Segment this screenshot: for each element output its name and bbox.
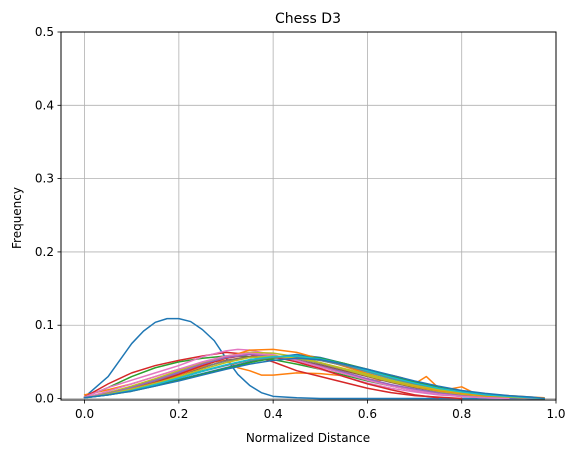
x-tick-label: 0.4	[264, 407, 283, 421]
y-axis-ticks: 0.0 0.1 0.2 0.3 0.4 0.5	[35, 25, 61, 406]
x-tick-label: 0.8	[452, 407, 471, 421]
x-tick-label: 0.2	[169, 407, 188, 421]
grid	[61, 32, 556, 400]
x-tick-label: 0.6	[358, 407, 377, 421]
y-axis-label: Frequency	[10, 187, 24, 249]
x-tick-label: 0.0	[75, 407, 94, 421]
x-axis-ticks: 0.0 0.2 0.4 0.6 0.8 1.0	[75, 400, 566, 421]
y-tick-label: 0.0	[35, 392, 54, 406]
y-tick-label: 0.3	[35, 172, 54, 186]
chart-title: Chess D3	[275, 11, 341, 27]
x-tick-label: 1.0	[546, 407, 565, 421]
y-tick-label: 0.1	[35, 318, 54, 332]
x-axis-label: Normalized Distance	[246, 431, 370, 445]
y-tick-label: 0.5	[35, 25, 54, 39]
plot-frame	[61, 32, 556, 400]
y-tick-label: 0.4	[35, 98, 54, 112]
y-tick-label: 0.2	[35, 245, 54, 259]
series-layer	[85, 319, 545, 399]
